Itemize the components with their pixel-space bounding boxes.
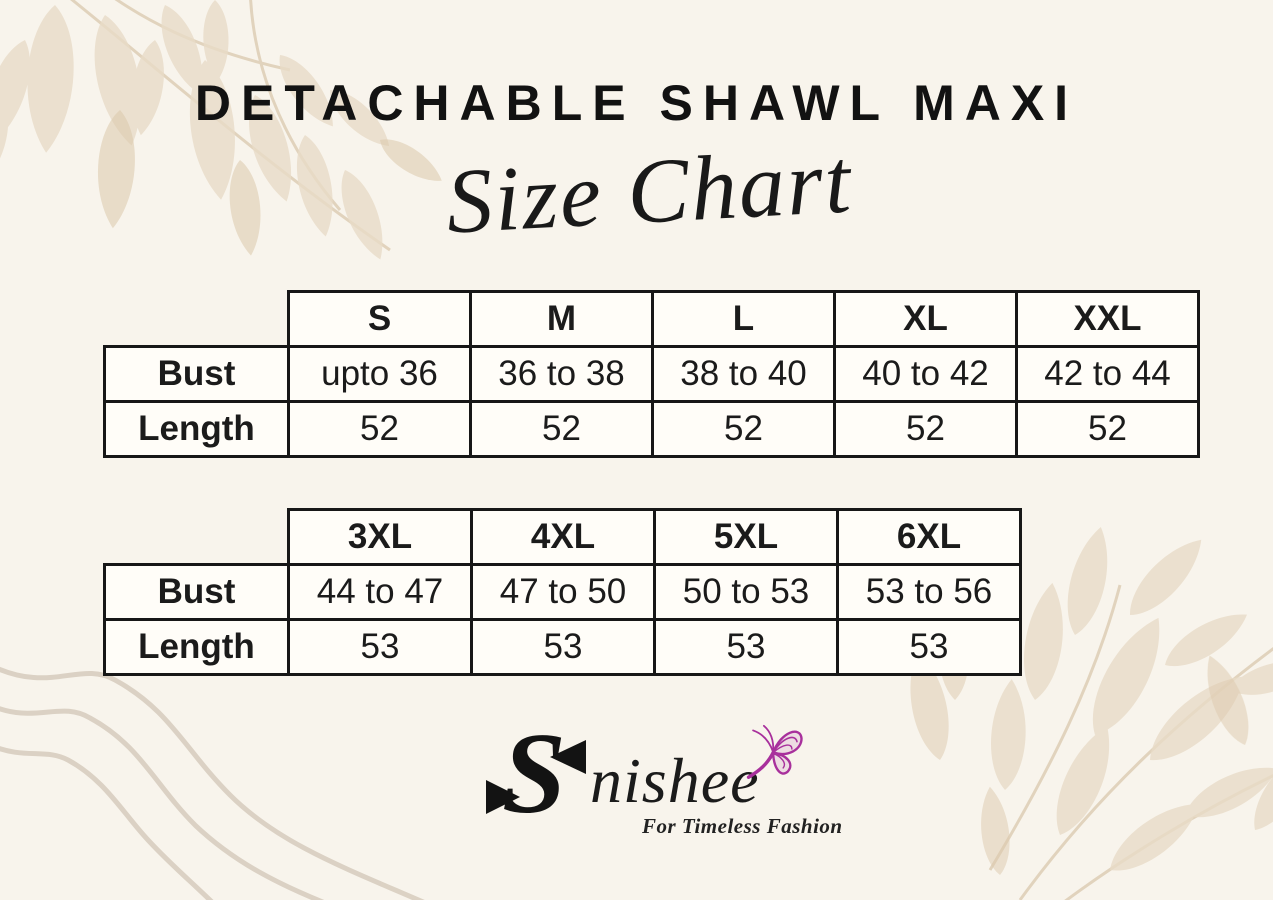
col-header-xl: XL [833,290,1018,348]
length-value-cell: 52 [651,400,836,458]
bust-value-cell: 47 to 50 [470,563,656,621]
bust-value-cell: 53 to 56 [836,563,1022,621]
col-header-5xl: 5XL [653,508,839,566]
col-header-l: L [651,290,836,348]
leaf-cluster-top-left [0,0,398,266]
size-table-standard: S M L XL XXL Bust upto 36 36 to 38 38 to… [103,290,1200,458]
wavy-lines [0,666,425,900]
table-row-length: Length 53 53 53 53 [103,618,1022,676]
length-value-cell: 53 [653,618,839,676]
bust-value-cell: upto 36 [287,345,472,403]
col-header-6xl: 6XL [836,508,1022,566]
col-header-xxl: XXL [1015,290,1200,348]
bust-value-cell: 44 to 47 [287,563,473,621]
row-label-length: Length [103,400,290,458]
bust-value-cell: 50 to 53 [653,563,839,621]
bust-value-cell: 38 to 40 [651,345,836,403]
brand-wordmark: nishee [590,745,760,816]
butterfly-icon [746,724,803,779]
col-header-4xl: 4XL [470,508,656,566]
length-value-cell: 53 [836,618,1022,676]
size-table-extended: 3XL 4XL 5XL 6XL Bust 44 to 47 47 to 50 5… [103,508,1022,676]
table-header-row: S M L XL XXL [105,290,1200,348]
table-row-bust: Bust 44 to 47 47 to 50 50 to 53 53 to 56 [103,563,1022,621]
table-header-row: 3XL 4XL 5XL 6XL [105,508,1022,566]
table-row-bust: Bust upto 36 36 to 38 38 to 40 40 to 42 … [103,345,1200,403]
bust-value-cell: 36 to 38 [469,345,654,403]
brand-logo: S nishee For Timeless Fashion [486,716,842,849]
triangle-accent-top [550,740,586,774]
col-header-s: S [287,290,472,348]
table-row-length: Length 52 52 52 52 52 [103,400,1200,458]
row-label-bust: Bust [103,345,290,403]
triangle-accent-bottom [486,780,520,814]
row-label-bust: Bust [103,563,290,621]
subtitle-script: Size Chart [443,129,855,253]
corner-spacer-cell [105,292,289,347]
length-value-cell: 52 [287,400,472,458]
length-value-cell: 52 [833,400,1018,458]
bust-value-cell: 42 to 44 [1015,345,1200,403]
length-value-cell: 53 [287,618,473,676]
length-value-cell: 52 [469,400,654,458]
brand-initial-mark: S [486,716,590,836]
brand-tagline: For Timeless Fashion [642,814,843,838]
row-label-length: Length [103,618,290,676]
bust-value-cell: 40 to 42 [833,345,1018,403]
col-header-3xl: 3XL [287,508,473,566]
page-title: DETACHABLE SHAWL MAXI [194,75,1079,131]
corner-spacer-cell [105,510,289,565]
length-value-cell: 52 [1015,400,1200,458]
col-header-m: M [469,290,654,348]
length-value-cell: 53 [470,618,656,676]
